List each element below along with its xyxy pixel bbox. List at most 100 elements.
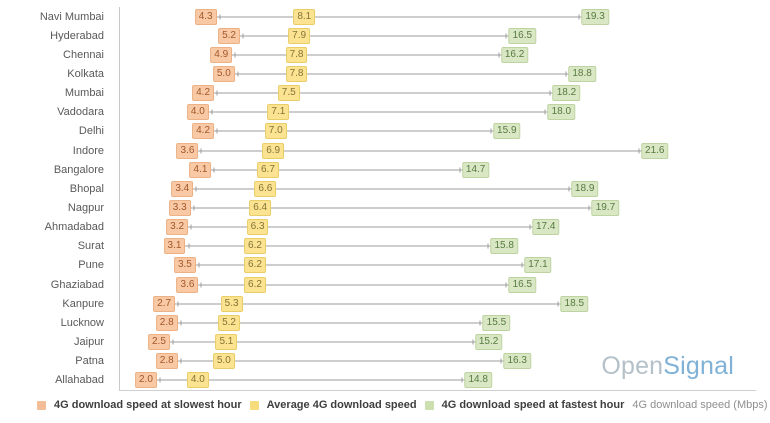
slowest-hour-value-badge: 4.3 xyxy=(194,8,217,25)
line-cap-right-icon xyxy=(479,320,481,326)
line-cap-right-icon xyxy=(472,339,474,345)
average-value-badge: 6.4 xyxy=(249,199,272,216)
category-label: Allahabad xyxy=(55,374,104,387)
chart-row: 3.4 6.6 18.9 xyxy=(120,179,756,198)
line-cap-left-icon xyxy=(219,14,221,20)
category-label: Nagpur xyxy=(67,201,104,214)
line-cap-left-icon xyxy=(180,320,182,326)
category-label: Kolkata xyxy=(67,67,104,80)
line-cap-right-icon xyxy=(565,71,567,77)
slowest-hour-value-badge: 4.9 xyxy=(210,46,233,63)
line-cap-left-icon xyxy=(195,186,197,192)
line-cap-right-icon xyxy=(568,186,570,192)
fastest-hour-value-badge: 17.4 xyxy=(531,219,560,236)
average-value-badge: 6.3 xyxy=(246,219,269,236)
average-value-badge: 7.1 xyxy=(267,104,290,121)
line-cap-left-icon xyxy=(180,358,182,364)
line-cap-right-icon xyxy=(500,358,502,364)
line-cap-right-icon xyxy=(578,14,580,20)
fastest-hour-value-badge: 16.2 xyxy=(500,46,529,63)
line-cap-left-icon xyxy=(234,52,236,58)
average-value-badge: 4.0 xyxy=(186,372,209,389)
chart-row: 2.7 5.3 18.5 xyxy=(120,294,756,313)
chart-row: 3.5 6.2 17.1 xyxy=(120,256,756,275)
category-label: Ahmadabad xyxy=(44,221,104,234)
chart-row: 4.1 6.7 14.7 xyxy=(120,160,756,179)
category-labels: Navi Mumbai Hyderabad Chennai Kolkata Mumbai… xyxy=(0,7,112,390)
category-label: Mumbai xyxy=(64,87,104,100)
range-line xyxy=(166,322,497,324)
average-value-badge: 6.9 xyxy=(262,142,285,159)
line-cap-right-icon xyxy=(490,128,492,134)
average-value-badge: 7.0 xyxy=(264,123,287,140)
chart-row: 3.6 6.9 21.6 xyxy=(120,141,756,160)
legend-item-average: Average 4G download speed xyxy=(249,399,417,411)
chart-row: 4.3 8.1 19.3 xyxy=(120,7,756,26)
fastest-hour-value-badge: 16.5 xyxy=(508,27,537,44)
range-line xyxy=(221,54,515,56)
line-cap-left-icon xyxy=(198,262,200,268)
slowest-hour-value-badge: 3.3 xyxy=(168,199,191,216)
slowest-hour-value-badge: 4.1 xyxy=(189,161,212,178)
line-cap-right-icon xyxy=(461,377,463,383)
slowest-hour-value-badge: 3.6 xyxy=(176,142,199,159)
slowest-hour-value-badge: 4.2 xyxy=(192,85,215,102)
range-line xyxy=(187,284,523,286)
slowest-hour-value-badge: 3.1 xyxy=(163,238,186,255)
slowest-hour-value-badge: 3.2 xyxy=(166,219,189,236)
fastest-hour-value-badge: 15.5 xyxy=(482,314,511,331)
line-cap-left-icon xyxy=(211,109,213,115)
average-value-badge: 7.8 xyxy=(285,46,308,63)
average-value-badge: 6.7 xyxy=(257,161,279,178)
chart-row: 3.2 6.3 17.4 xyxy=(120,218,756,237)
chart-row: 5.0 7.8 18.8 xyxy=(120,64,756,83)
chart-row: 3.1 6.2 15.8 xyxy=(120,237,756,256)
range-line xyxy=(229,35,523,37)
legend-label-fastest: 4G download speed at fastest hour xyxy=(441,399,625,411)
chart-row: 2.8 5.2 15.5 xyxy=(120,313,756,332)
legend-item-slowest: 4G download speed at slowest hour xyxy=(37,399,242,411)
fastest-hour-value-badge: 21.6 xyxy=(641,142,669,159)
range-line xyxy=(174,245,505,247)
fastest-hour-value-badge: 19.7 xyxy=(591,199,620,216)
range-line xyxy=(164,303,575,305)
line-cap-left-icon xyxy=(213,167,215,173)
range-line xyxy=(200,169,476,171)
range-line xyxy=(182,188,585,190)
chart-row: 4.9 7.8 16.2 xyxy=(120,45,756,64)
average-value-badge: 5.3 xyxy=(220,295,243,312)
chart-row: 4.0 7.1 18.0 xyxy=(120,103,756,122)
fastest-hour-value-badge: 15.9 xyxy=(493,123,521,140)
line-cap-left-icon xyxy=(172,339,174,345)
average-value-badge: 7.5 xyxy=(277,85,300,102)
category-label: Vadodara xyxy=(57,106,104,119)
fastest-hour-value-badge: 16.3 xyxy=(503,353,531,370)
average-value-badge: 6.2 xyxy=(244,257,266,274)
average-value-badge: 5.0 xyxy=(212,353,235,370)
slowest-hour-value-badge: 3.5 xyxy=(173,257,196,274)
slowest-hour-value-badge: 2.7 xyxy=(153,295,176,312)
category-label: Bangalore xyxy=(53,163,104,176)
line-cap-right-icon xyxy=(521,262,523,268)
chart-row: 2.0 4.0 14.8 xyxy=(120,371,756,390)
slowest-hour-value-badge: 3.4 xyxy=(171,180,194,197)
range-line xyxy=(158,341,489,343)
average-value-badge: 8.1 xyxy=(293,8,316,25)
average-value-badge: 5.1 xyxy=(215,333,238,350)
line-cap-left-icon xyxy=(216,90,218,96)
line-cap-right-icon xyxy=(505,33,507,39)
fastest-hour-value-badge: 15.8 xyxy=(490,238,518,255)
line-cap-right-icon xyxy=(498,52,500,58)
slowest-hour-value-badge: 2.5 xyxy=(147,333,170,350)
average-value-badge: 5.2 xyxy=(218,314,240,331)
line-cap-left-icon xyxy=(190,224,192,230)
legend-swatch-average-icon xyxy=(249,400,259,410)
line-cap-left-icon xyxy=(237,71,239,77)
slowest-hour-value-badge: 5.0 xyxy=(212,65,235,82)
legend-label-slowest: 4G download speed at slowest hour xyxy=(54,399,242,411)
chart-row: 4.2 7.0 15.9 xyxy=(120,122,756,141)
line-cap-right-icon xyxy=(459,167,461,173)
line-cap-left-icon xyxy=(188,243,189,249)
line-cap-right-icon xyxy=(588,205,590,211)
line-cap-left-icon xyxy=(159,377,161,383)
